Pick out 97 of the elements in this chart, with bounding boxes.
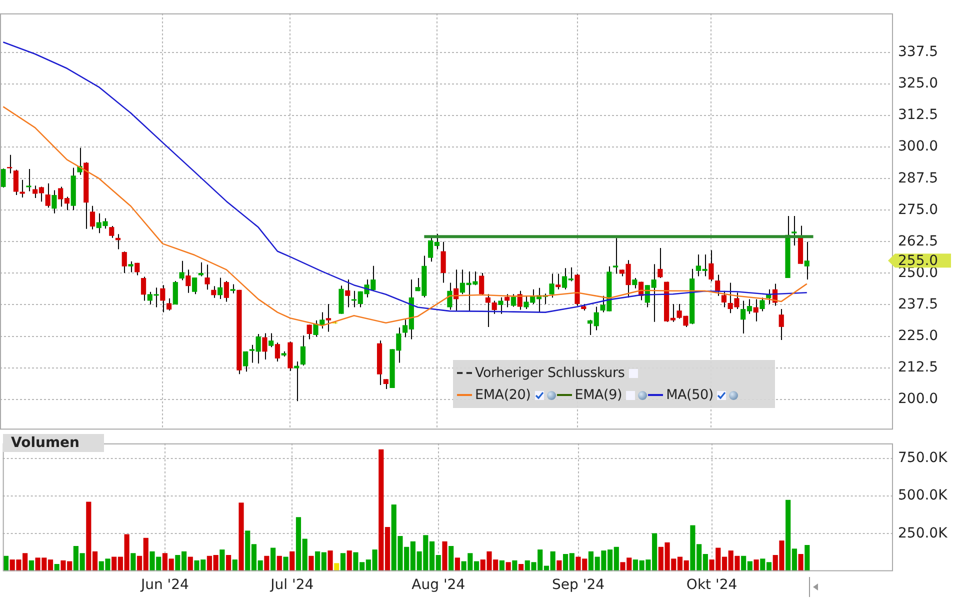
bar [276, 556, 282, 572]
candlestick [274, 342, 280, 362]
bar [283, 556, 288, 572]
candlestick [778, 308, 784, 341]
legend-label: EMA(9) [574, 387, 622, 403]
y-tick-label: 237.5 [898, 296, 938, 312]
legend-label: MA(50) [666, 387, 714, 403]
bar [804, 545, 810, 572]
legend-label: Vorheriger Schlusskurs [475, 365, 625, 381]
y-tick-label: 337.5 [898, 44, 938, 60]
candlestick [383, 378, 388, 390]
candlestick [753, 298, 758, 322]
bar [226, 554, 232, 572]
candlestick [13, 169, 18, 196]
candlestick [7, 154, 12, 174]
candlestick [45, 182, 50, 208]
candlestick [128, 260, 134, 273]
candlestick [211, 286, 216, 298]
y-tick-label: 200.0 [898, 390, 938, 407]
x-tick-label: Sep '24 [552, 577, 605, 594]
bar [238, 502, 244, 572]
bar [220, 550, 225, 572]
candlestick [20, 179, 25, 198]
candlestick [160, 284, 166, 313]
y-tick-label: 325.0 [898, 76, 938, 92]
candlestick [122, 251, 127, 274]
candlestick [90, 205, 96, 230]
x-tick-label: Jul '24 [270, 577, 314, 594]
candlestick [300, 335, 306, 366]
x-tick-label: Okt '24 [686, 577, 738, 594]
candlestick [306, 324, 312, 340]
x-tick-label: Aug '24 [412, 577, 466, 594]
y-tick-label: 262.5 [898, 233, 938, 250]
candlestick [268, 332, 274, 348]
bar [290, 551, 295, 572]
candlestick [792, 215, 797, 246]
candlestick [479, 272, 484, 296]
candlestick [109, 226, 114, 238]
candlestick [510, 294, 516, 308]
y-tick-label: 312.5 [898, 107, 938, 124]
candlestick [760, 297, 765, 312]
candlestick [134, 262, 140, 276]
candlestick [326, 303, 332, 332]
candlestick [612, 238, 618, 274]
legend-label: EMA(20) [475, 387, 531, 403]
bar [340, 553, 346, 572]
y-tick-label: 300.0 [898, 138, 938, 155]
candlestick [224, 280, 229, 302]
candlestick [172, 280, 178, 305]
bar [130, 553, 136, 572]
y-tick-label: 500.0K [898, 488, 948, 504]
candlestick [345, 279, 350, 308]
candlestick [804, 241, 810, 280]
candlestick [517, 290, 522, 310]
chart-title: Volumen [3, 434, 104, 452]
candlestick [26, 168, 32, 192]
candlestick [447, 282, 452, 310]
candlestick [166, 298, 172, 312]
candlestick [721, 290, 727, 308]
bar [328, 550, 333, 572]
bar [454, 558, 460, 572]
candlestick [485, 294, 491, 328]
candlestick [140, 276, 146, 302]
y-tick-label: 750.0K [898, 450, 948, 466]
candlestick [186, 269, 191, 294]
candlestick [179, 260, 184, 281]
bar [264, 556, 270, 572]
candlestick [549, 273, 554, 298]
y-tick-label: 250.0K [898, 525, 948, 542]
candlestick [52, 190, 57, 214]
candlestick [632, 278, 638, 289]
candlestick [294, 360, 300, 402]
candlestick [556, 273, 561, 290]
bar [346, 550, 352, 572]
bar [442, 541, 448, 572]
candlestick [243, 350, 248, 372]
candlestick [204, 264, 210, 290]
candlestick [504, 294, 510, 308]
y-tick-label: 212.5 [898, 359, 938, 376]
candlestick [440, 241, 446, 284]
candlestick [230, 284, 236, 294]
candlestick [218, 277, 223, 300]
bar [798, 554, 804, 572]
candlestick [262, 332, 268, 360]
bar [270, 548, 276, 572]
y-tick-label: 225.0 [898, 328, 938, 344]
candlestick [492, 300, 497, 314]
bar [308, 556, 314, 572]
bar [448, 546, 454, 572]
candlestick [658, 247, 663, 279]
candlestick [498, 296, 504, 314]
x-tick-label: Jun '24 [140, 577, 190, 594]
y-tick-label: 287.5 [898, 170, 938, 186]
y-tick-label: 275.0 [898, 202, 938, 218]
candlestick [708, 250, 714, 282]
candlestick [192, 277, 198, 295]
candlestick [715, 274, 720, 296]
